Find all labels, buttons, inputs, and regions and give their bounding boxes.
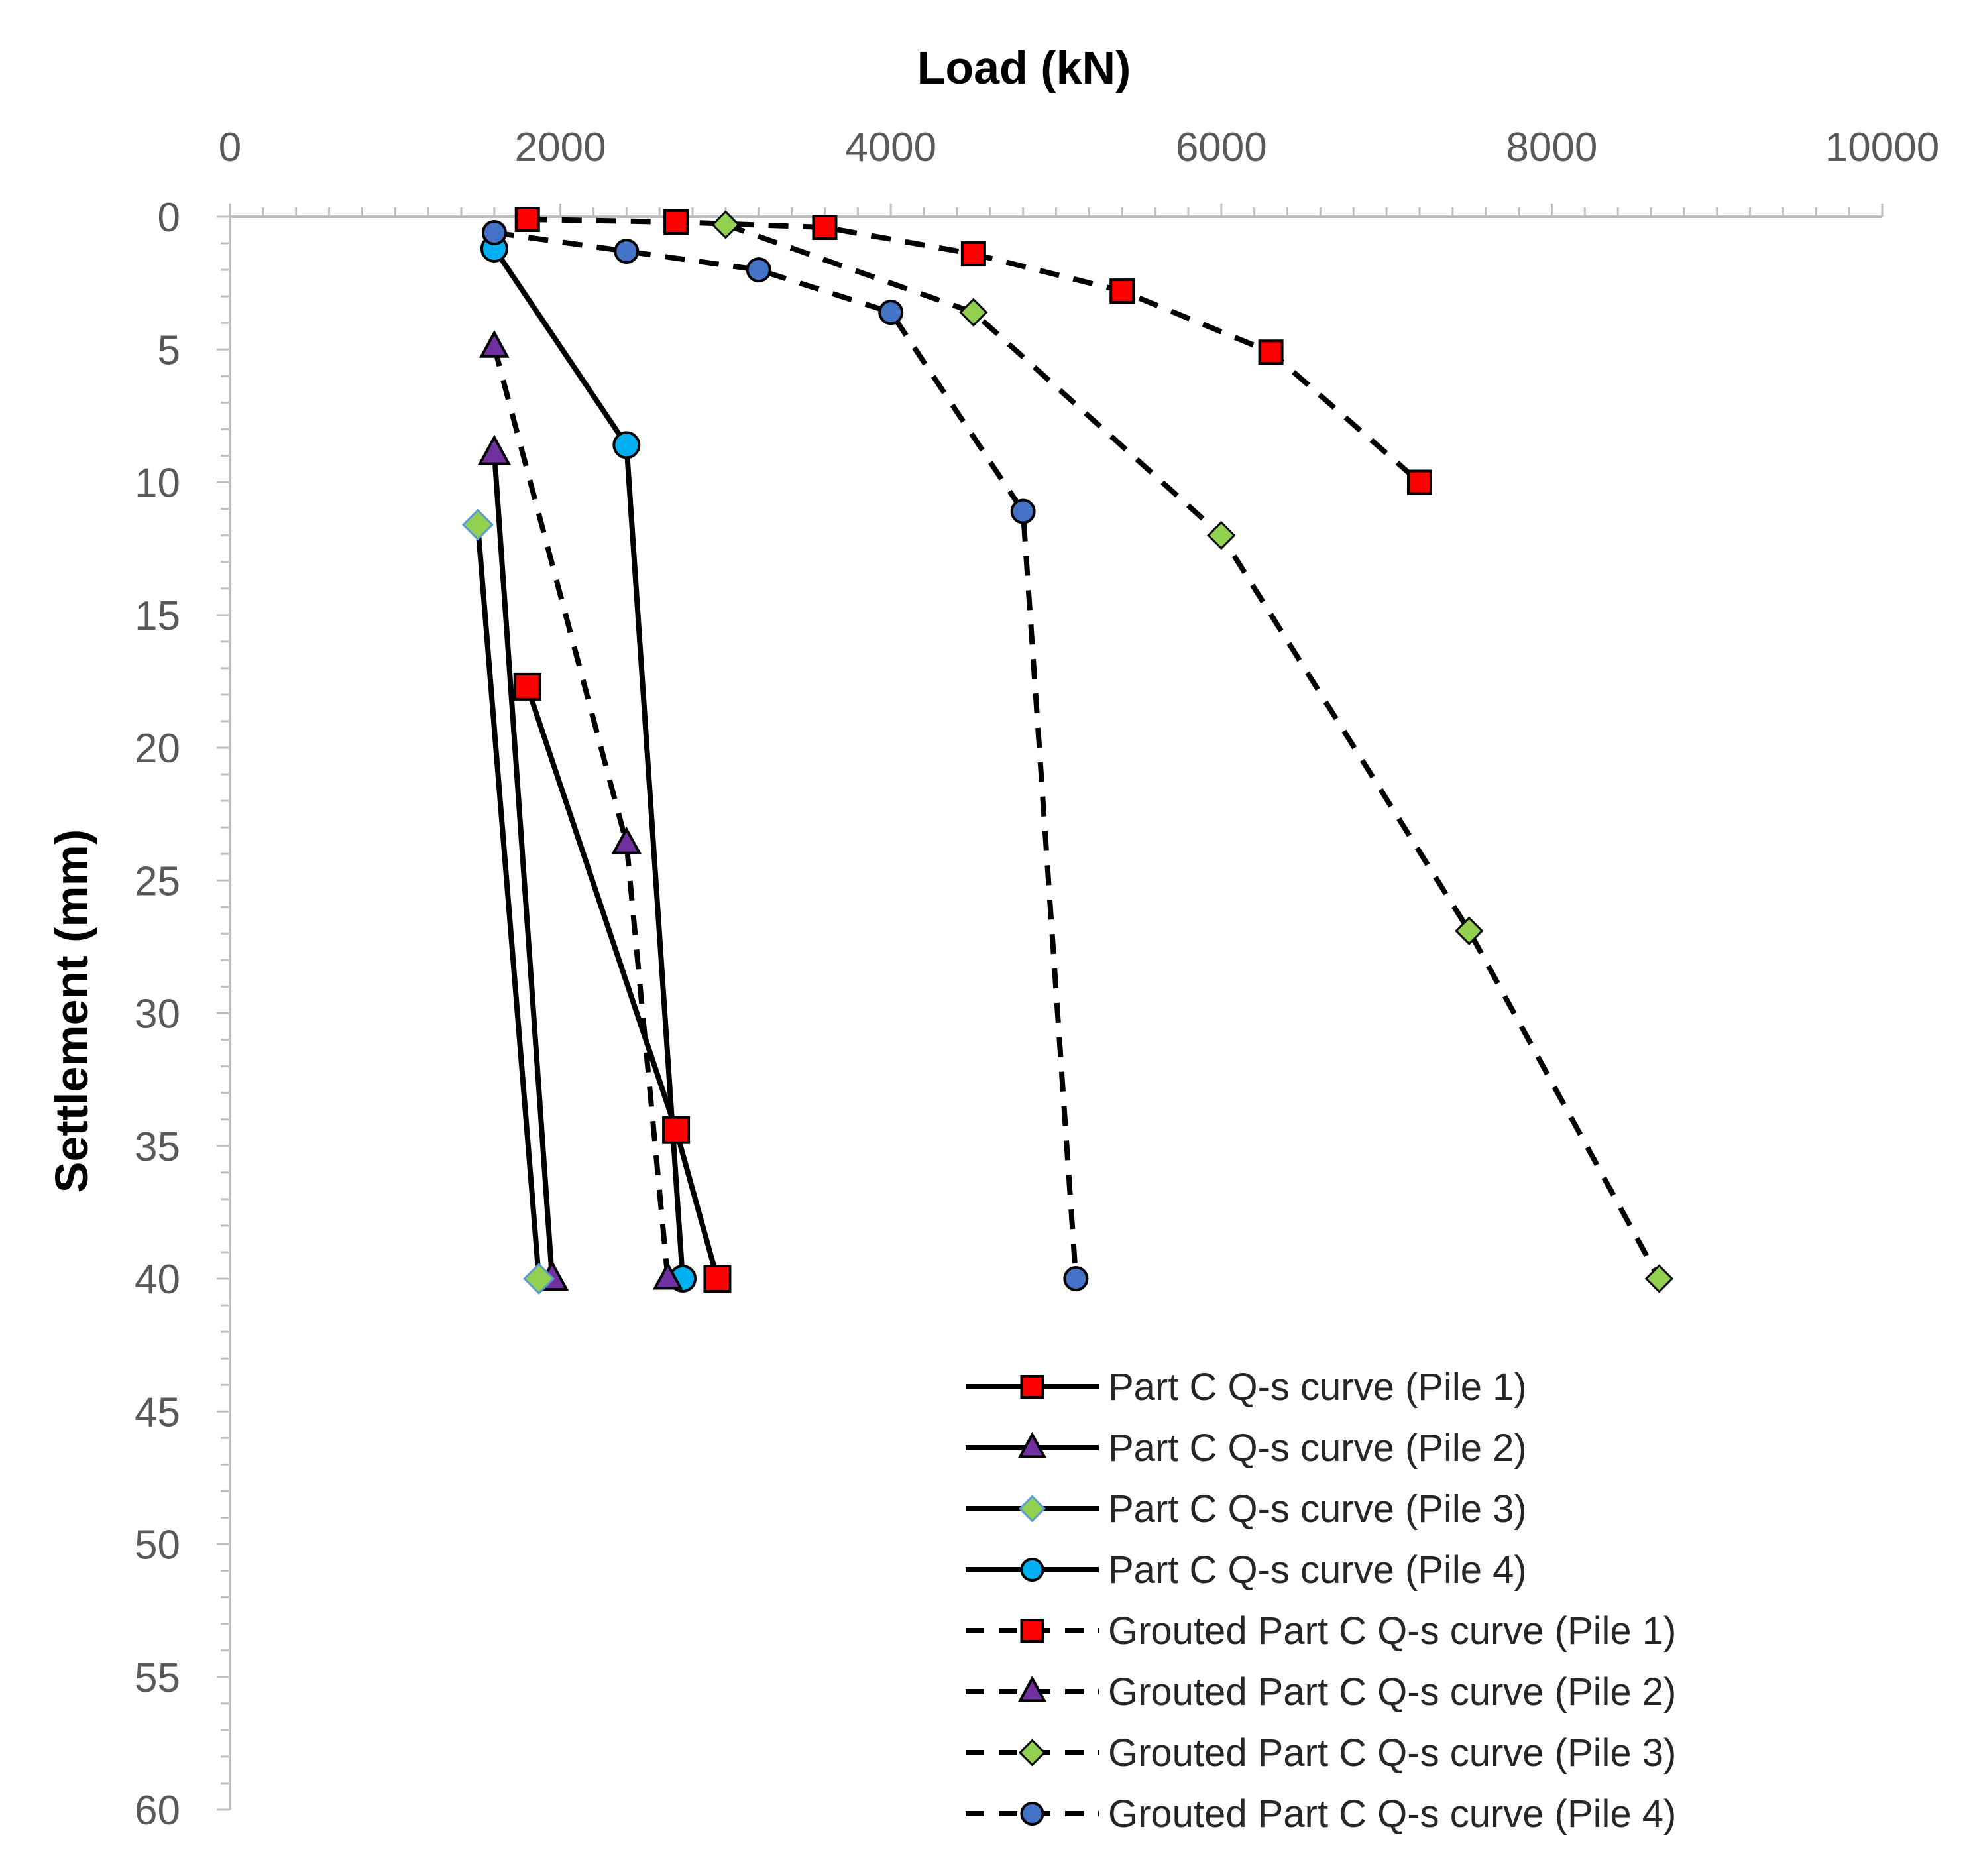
data-point-triangle — [652, 1261, 683, 1290]
legend-entry-label: Part C Q-s curve (Pile 3) — [1108, 1488, 1527, 1531]
data-point-circle — [614, 239, 640, 264]
data-point-square — [662, 1116, 691, 1144]
series-line-solid — [475, 524, 542, 1279]
data-point-circle — [481, 220, 507, 246]
data-point-circle — [1020, 1802, 1044, 1826]
legend-entry-label: Grouted Part C Q-s curve (Pile 3) — [1108, 1731, 1676, 1775]
data-point-triangle — [1017, 1431, 1047, 1458]
axes: 0 2000 4000 6000 8000 10000 0 5 10 15 20 25 30 35 40 45… — [135, 125, 1939, 1834]
data-point-square — [513, 672, 541, 701]
y-tick-label: 10 — [135, 461, 180, 506]
data-point-square — [514, 207, 540, 233]
x-tick-label: 8000 — [1506, 125, 1597, 170]
data-point-triangle — [611, 826, 642, 854]
data-point-square — [812, 215, 838, 241]
y-tick-label: 5 — [158, 327, 180, 373]
data-point-circle — [1063, 1266, 1089, 1291]
data-point-diamond — [1207, 520, 1236, 550]
data-point-circle — [1010, 498, 1036, 524]
y-tick-label: 0 — [158, 195, 180, 241]
data-point-circle — [612, 431, 641, 459]
data-point-square — [1258, 339, 1284, 365]
y-tick-label: 35 — [135, 1124, 180, 1170]
legend-entry-label: Grouted Part C Q-s curve (Pile 2) — [1108, 1671, 1676, 1714]
legend-entry-label: Part C Q-s curve (Pile 2) — [1108, 1427, 1527, 1470]
legend-entry-label: Grouted Part C Q-s curve (Pile 4) — [1108, 1792, 1676, 1836]
data-point-circle — [746, 257, 771, 283]
data-point-square — [1020, 1619, 1044, 1643]
x-tick-label: 4000 — [845, 125, 936, 170]
data-point-circle — [1020, 1558, 1044, 1582]
data-point-triangle — [477, 434, 512, 465]
x-tick-label: 10000 — [1825, 125, 1939, 170]
y-tick-label: 15 — [135, 593, 180, 639]
data-point-triangle — [479, 329, 510, 358]
series-line-dashed — [492, 346, 671, 1279]
data-point-square — [703, 1265, 732, 1293]
x-axis-title: Load (kN) — [917, 42, 1131, 93]
x-tick-label: 0 — [219, 125, 241, 170]
data-point-diamond — [1018, 1495, 1046, 1523]
data-point-diamond — [959, 298, 988, 327]
data-point-square — [960, 241, 986, 267]
x-tick-label: 2000 — [515, 125, 606, 170]
y-tick-label: 25 — [135, 858, 180, 904]
series-line-solid — [491, 453, 555, 1279]
y-tick-label: 20 — [135, 726, 180, 772]
y-axis-title: Settlement (mm) — [46, 829, 97, 1193]
y-tick-label: 40 — [135, 1257, 180, 1303]
y-tick-label: 45 — [135, 1389, 180, 1435]
legend-entry-label: Part C Q-s curve (Pile 1) — [1108, 1366, 1527, 1409]
data-point-diamond — [1018, 1739, 1046, 1767]
data-point-diamond — [711, 210, 740, 239]
series-line-dashed — [494, 230, 1079, 1279]
data-point-square — [1020, 1375, 1044, 1399]
data-point-diamond — [1644, 1264, 1674, 1293]
y-tick-label: 55 — [135, 1655, 180, 1701]
data-point-circle — [878, 300, 904, 325]
y-tick-label: 30 — [135, 992, 180, 1037]
data-point-square — [1109, 278, 1135, 304]
data-point-diamond — [523, 1263, 555, 1295]
y-tick-label: 50 — [135, 1523, 180, 1568]
legend-entry-label: Part C Q-s curve (Pile 4) — [1108, 1549, 1527, 1592]
data-point-diamond — [461, 508, 494, 541]
y-tick-label: 60 — [135, 1788, 180, 1834]
data-point-square — [1406, 469, 1432, 495]
data-point-square — [663, 209, 689, 235]
plot-markers — [461, 207, 1674, 1295]
x-tick-label: 6000 — [1176, 125, 1267, 170]
legend: Part C Q-s curve (Pile 1) Part C Q-s curv… — [966, 1366, 1676, 1836]
legend-entry-label: Grouted Part C Q-s curve (Pile 1) — [1108, 1610, 1676, 1653]
data-point-triangle — [1017, 1675, 1047, 1702]
data-point-diamond — [1455, 916, 1484, 946]
